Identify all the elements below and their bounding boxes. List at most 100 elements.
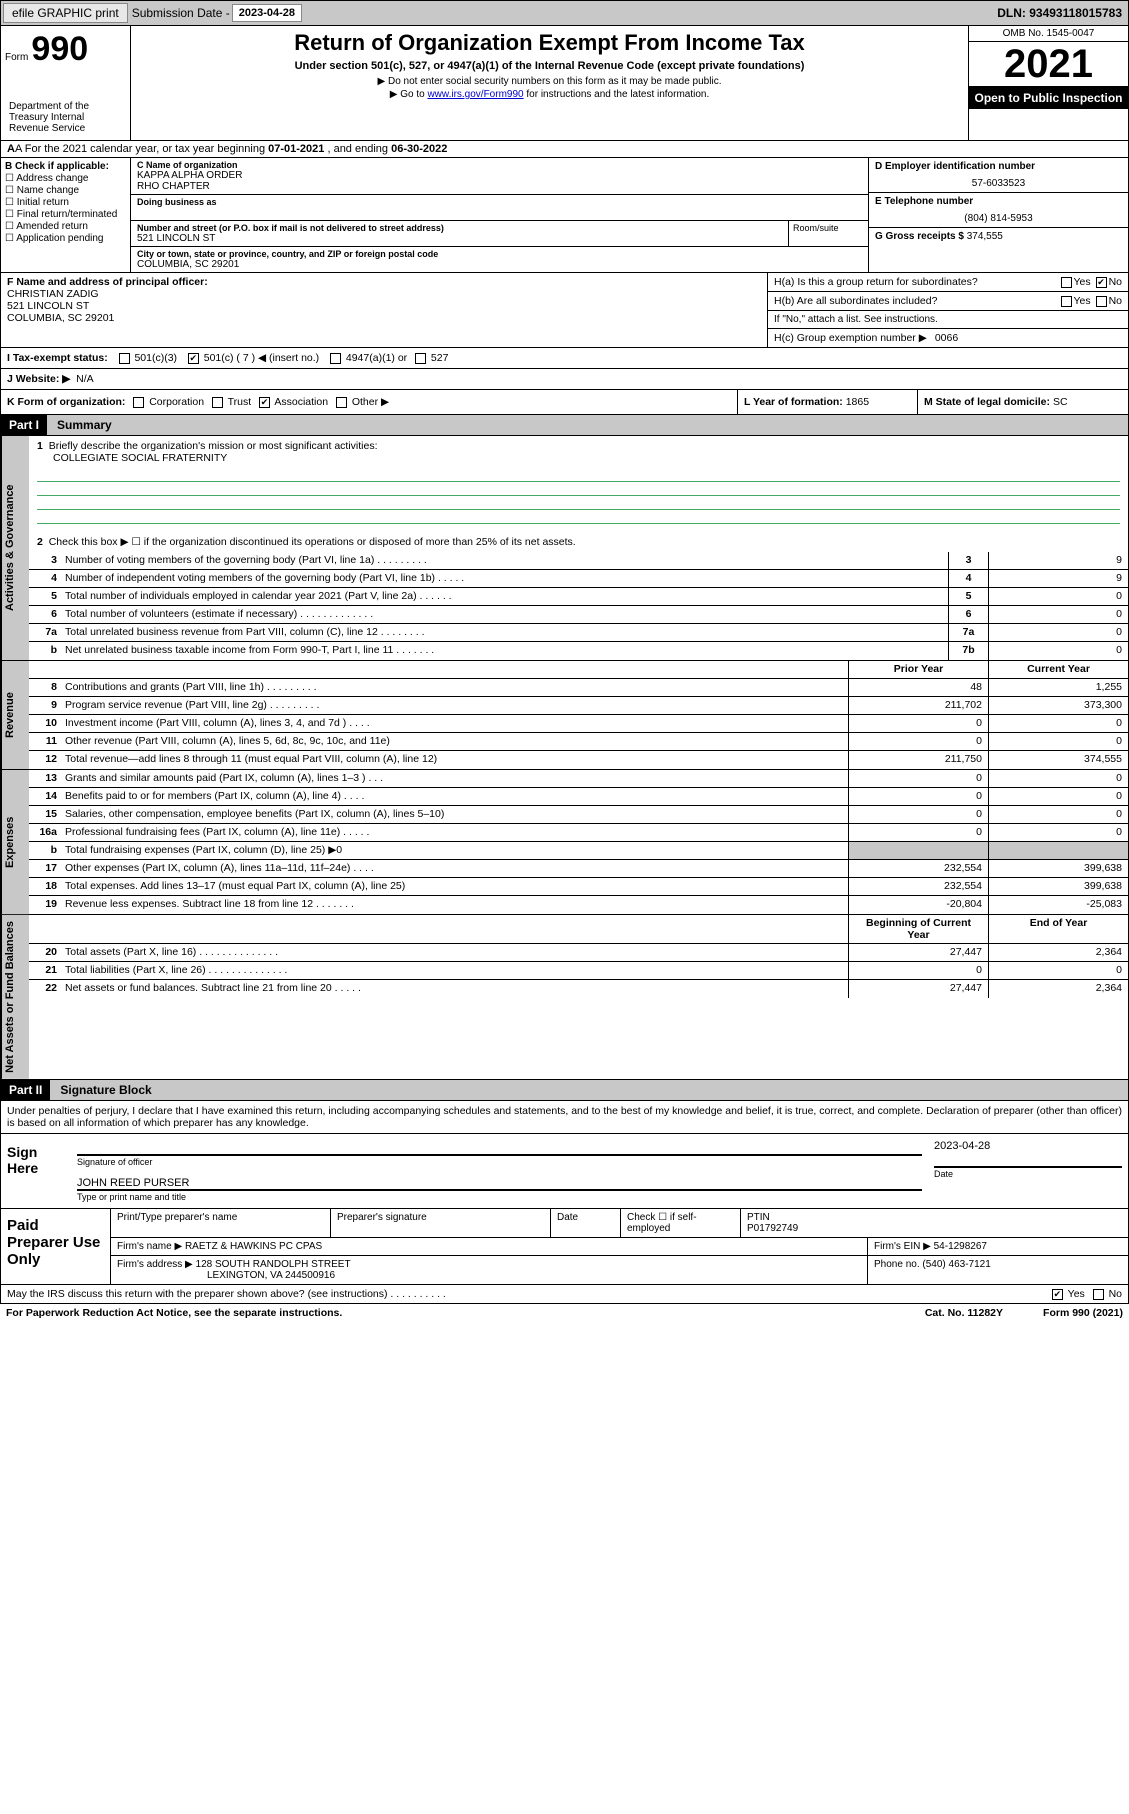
hdr-eoy: End of Year (988, 915, 1128, 943)
section-fh: F Name and address of principal officer:… (0, 273, 1129, 348)
ha-no[interactable] (1096, 277, 1107, 288)
org-name-2: RHO CHAPTER (137, 181, 862, 192)
data-row: bTotal fundraising expenses (Part IX, co… (29, 842, 1128, 860)
hb-no[interactable] (1096, 296, 1107, 307)
chk-name[interactable]: Name change (5, 185, 126, 196)
ein: 57-6033523 (875, 172, 1122, 189)
data-row: 13Grants and similar amounts paid (Part … (29, 770, 1128, 788)
firm-addr1: 128 SOUTH RANDOLPH STREET (196, 1259, 351, 1270)
discuss-no[interactable] (1093, 1289, 1104, 1300)
org-name-1: KAPPA ALPHA ORDER (137, 170, 862, 181)
officer-typed-name: JOHN REED PURSER (77, 1177, 922, 1189)
open-public: Open to Public Inspection (969, 87, 1128, 109)
chk-initial[interactable]: Initial return (5, 197, 126, 208)
pp-h1: Print/Type preparer's name (111, 1209, 331, 1237)
name-title-line: Type or print name and title (77, 1189, 922, 1202)
ha-yes[interactable] (1061, 277, 1072, 288)
i-4947[interactable] (330, 353, 341, 364)
data-row: 17Other expenses (Part IX, column (A), l… (29, 860, 1128, 878)
section-bcd: B Check if applicable: Address change Na… (0, 158, 1129, 273)
data-row: 19Revenue less expenses. Subtract line 1… (29, 896, 1128, 914)
data-row: 18Total expenses. Add lines 13–17 (must … (29, 878, 1128, 896)
tel-label: E Telephone number (875, 196, 1122, 207)
paid-preparer-block: Paid Preparer Use Only Print/Type prepar… (0, 1209, 1129, 1285)
k-trust[interactable] (212, 397, 223, 408)
room-label: Room/suite (793, 223, 864, 233)
date-label: Date (934, 1166, 1122, 1179)
data-row: 9Program service revenue (Part VIII, lin… (29, 697, 1128, 715)
i-501c3[interactable] (119, 353, 130, 364)
gov-row: 3Number of voting members of the governi… (29, 552, 1128, 570)
side-revenue: Revenue (1, 661, 29, 769)
form-word: Form (5, 52, 28, 63)
firm-phone: (540) 463-7121 (922, 1259, 990, 1270)
gross-label: G Gross receipts $ (875, 231, 964, 242)
chk-amended[interactable]: Amended return (5, 221, 126, 232)
officer-name: CHRISTIAN ZADIG (7, 288, 761, 300)
city-label: City or town, state or province, country… (137, 249, 862, 259)
i-527[interactable] (415, 353, 426, 364)
hdr-curr: Current Year (988, 661, 1128, 678)
city: COLUMBIA, SC 29201 (137, 259, 862, 270)
discuss-yes[interactable] (1052, 1289, 1063, 1300)
line-a: AA For the 2021 calendar year, or tax ye… (0, 141, 1129, 158)
section-governance: Activities & Governance 1 Briefly descri… (0, 436, 1129, 661)
hb-label: H(b) Are all subordinates included? (774, 295, 937, 307)
pp-h3: Date (551, 1209, 621, 1237)
pp-h4a: Check ☐ if self-employed (621, 1209, 741, 1237)
row-i: I Tax-exempt status: 501(c)(3) 501(c) ( … (0, 348, 1129, 369)
irs-link[interactable]: www.irs.gov/Form990 (427, 89, 523, 100)
gov-row: bNet unrelated business taxable income f… (29, 642, 1128, 660)
k-other[interactable] (336, 397, 347, 408)
q1-value: COLLEGIATE SOCIAL FRATERNITY (53, 452, 227, 464)
side-expenses: Expenses (1, 770, 29, 914)
website: N/A (76, 373, 94, 385)
data-row: 8Contributions and grants (Part VIII, li… (29, 679, 1128, 697)
col-b: B Check if applicable: Address change Na… (1, 158, 131, 272)
firm-name: RAETZ & HAWKINS PC CPAS (185, 1241, 322, 1252)
chk-pending[interactable]: Application pending (5, 233, 126, 244)
data-row: 10Investment income (Part VIII, column (… (29, 715, 1128, 733)
page-footer: For Paperwork Reduction Act Notice, see … (0, 1304, 1129, 1322)
chk-address[interactable]: Address change (5, 173, 126, 184)
chk-final[interactable]: Final return/terminated (5, 209, 126, 220)
form-title: Return of Organization Exempt From Incom… (141, 30, 958, 56)
form-ref: Form 990 (2021) (1043, 1307, 1123, 1319)
firm-addr2: LEXINGTON, VA 244500916 (207, 1270, 335, 1281)
efile-print-button[interactable]: efile GRAPHIC print (3, 3, 128, 23)
data-row: 11Other revenue (Part VIII, column (A), … (29, 733, 1128, 751)
submission-date: 2023-04-28 (232, 4, 302, 22)
state-domicile: SC (1053, 396, 1068, 408)
officer-street: 521 LINCOLN ST (7, 300, 761, 312)
year-formation: 1865 (846, 396, 869, 408)
form-header: Form 990 Department of the Treasury Inte… (0, 26, 1129, 141)
gov-row: 4Number of independent voting members of… (29, 570, 1128, 588)
data-row: 21Total liabilities (Part X, line 26) . … (29, 962, 1128, 980)
part1-header: Part I Summary (0, 415, 1129, 436)
firm-ein: 54-1298267 (934, 1241, 987, 1252)
section-netassets: Net Assets or Fund Balances Beginning of… (0, 915, 1129, 1080)
hb-yes[interactable] (1061, 296, 1072, 307)
submission-label: Submission Date - (130, 4, 232, 22)
row-klm: K Form of organization: Corporation Trus… (0, 390, 1129, 415)
top-bar: efile GRAPHIC print Submission Date - 20… (0, 0, 1129, 26)
k-corp[interactable] (133, 397, 144, 408)
data-row: 14Benefits paid to or for members (Part … (29, 788, 1128, 806)
dept-treasury: Department of the Treasury Internal Reve… (5, 99, 126, 136)
data-row: 15Salaries, other compensation, employee… (29, 806, 1128, 824)
officer-city: COLUMBIA, SC 29201 (7, 312, 761, 324)
subtitle-1: Under section 501(c), 527, or 4947(a)(1)… (141, 60, 958, 72)
section-expenses: Expenses 13Grants and similar amounts pa… (0, 770, 1129, 915)
gross-receipts: 374,555 (967, 231, 1003, 242)
k-assoc[interactable] (259, 397, 270, 408)
i-501c[interactable] (188, 353, 199, 364)
data-row: 12Total revenue—add lines 8 through 11 (… (29, 751, 1128, 769)
sig-intro: Under penalties of perjury, I declare th… (0, 1101, 1129, 1134)
ptin: P01792749 (747, 1223, 1122, 1234)
street: 521 LINCOLN ST (137, 233, 782, 244)
hc-value: 0066 (935, 332, 958, 344)
form-number: 990 (31, 30, 88, 68)
ein-label: D Employer identification number (875, 161, 1122, 172)
hdr-boy: Beginning of Current Year (848, 915, 988, 943)
street-label: Number and street (or P.O. box if mail i… (137, 223, 782, 233)
